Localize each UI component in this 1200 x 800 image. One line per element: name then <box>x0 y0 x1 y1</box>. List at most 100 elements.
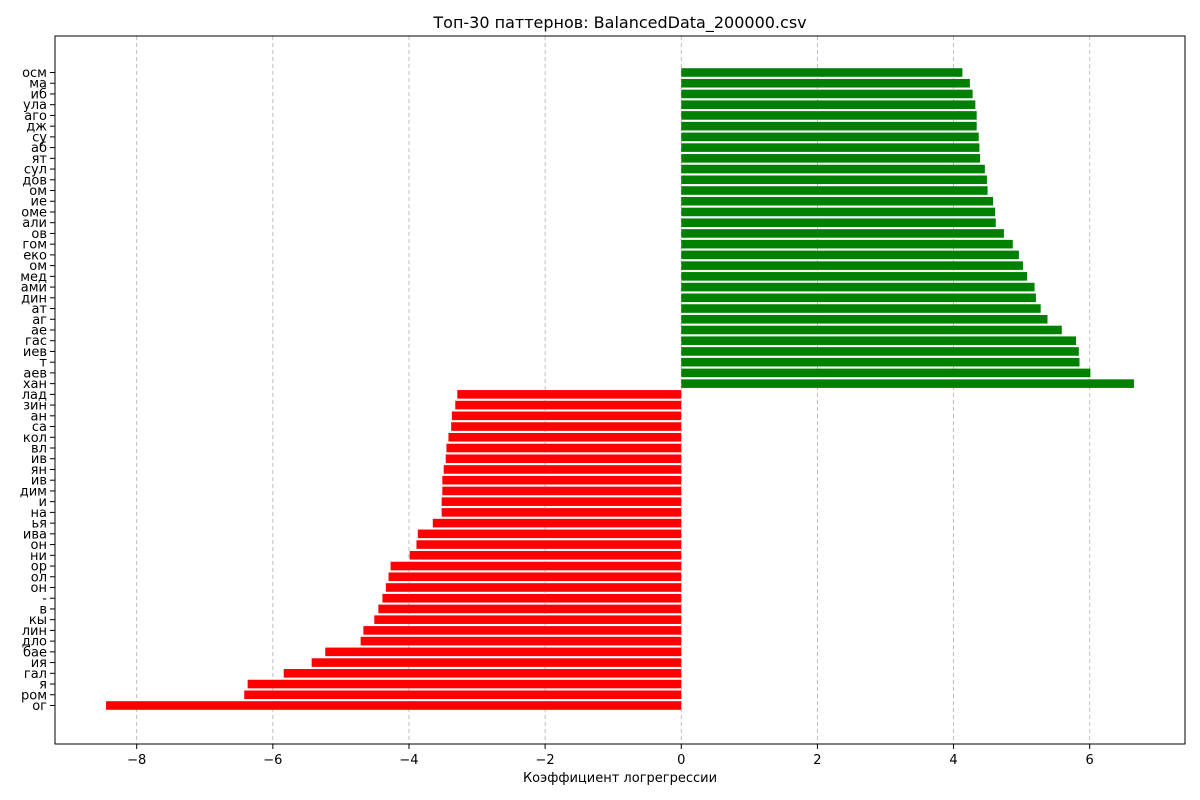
y-tick-label: он <box>31 538 47 553</box>
y-tick-label: аго <box>24 109 47 124</box>
y-tick-label: ни <box>30 549 47 564</box>
bar <box>681 68 963 77</box>
bar <box>681 89 973 99</box>
y-tick-label: ия <box>31 656 47 671</box>
y-tick-label: дин <box>21 291 47 306</box>
bar <box>681 207 996 217</box>
y-tick-label: кол <box>23 431 47 446</box>
y-tick-label: бае <box>23 645 47 660</box>
y-tick-label: ив <box>31 474 47 489</box>
y-tick-label: он <box>31 581 47 596</box>
y-tick-label: али <box>22 216 47 231</box>
y-tick-label: ие <box>31 195 47 210</box>
x-tick-labels: −8 −6 −4 −2 0 2 4 6 <box>127 744 1094 768</box>
y-tick-label: на <box>31 506 47 521</box>
y-tick-label: ол <box>31 570 47 585</box>
y-tick-label: гом <box>22 238 47 253</box>
bar <box>681 111 977 120</box>
y-tick-label: ья <box>32 517 47 532</box>
bar <box>681 293 1036 303</box>
bar <box>681 78 970 88</box>
y-tick-label: иб <box>31 87 47 102</box>
bar <box>681 175 987 185</box>
x-tick-label: 4 <box>949 753 957 768</box>
bar <box>681 272 1028 281</box>
y-tick-label: кы <box>29 613 47 628</box>
bar <box>416 540 682 549</box>
y-tick-label: лин <box>22 624 47 639</box>
y-tick-label: ов <box>31 227 47 242</box>
y-tick-label: вл <box>31 442 47 457</box>
bar <box>360 636 682 646</box>
y-tick-label: са <box>32 420 47 435</box>
bar <box>374 615 682 624</box>
bar <box>681 282 1035 292</box>
bar <box>681 196 994 206</box>
bar <box>442 486 682 496</box>
y-tick-label: аев <box>23 366 47 381</box>
y-tick-label: дов <box>22 173 47 188</box>
x-tick-label: −2 <box>536 753 555 768</box>
bar <box>325 647 682 657</box>
bar <box>681 314 1048 324</box>
y-tick-label: ром <box>21 688 47 703</box>
bar <box>681 229 1004 238</box>
y-tick-labels: огромягалиябаедлолинкыв-онолорниониваьян… <box>20 66 55 714</box>
y-tick-label: ат <box>31 302 47 317</box>
bar <box>681 325 1062 335</box>
bar <box>445 454 682 464</box>
y-tick-label: оме <box>21 205 47 220</box>
y-tick-label: - <box>42 592 47 607</box>
y-tick-label: гас <box>25 334 47 349</box>
bar <box>681 218 996 227</box>
y-tick-label: мед <box>20 270 47 285</box>
y-tick-label: ма <box>29 77 47 92</box>
bar <box>681 143 980 152</box>
y-tick-label: хан <box>23 377 47 392</box>
y-tick-label: дло <box>22 635 47 650</box>
bar <box>382 593 682 603</box>
bar <box>311 658 682 667</box>
y-tick-label: ами <box>21 281 47 296</box>
x-tick-label: −6 <box>263 753 282 768</box>
y-tick-label: ом <box>29 259 47 274</box>
bar <box>681 250 1019 260</box>
bar <box>681 261 1023 270</box>
y-tick-label: и <box>39 495 47 510</box>
y-tick-label: дим <box>20 484 47 499</box>
bar <box>390 561 682 571</box>
y-tick-label: зин <box>23 399 47 414</box>
bar <box>681 164 985 174</box>
y-tick-label: аг <box>32 313 47 328</box>
bar <box>441 508 682 517</box>
y-tick-label: т <box>39 356 47 371</box>
bar <box>244 690 682 700</box>
bar <box>441 497 682 506</box>
y-tick-label: ян <box>31 463 47 478</box>
y-tick-label: лад <box>22 388 47 403</box>
y-tick-label: ор <box>31 560 47 575</box>
bar <box>681 132 979 142</box>
x-tick-label: 6 <box>1086 753 1094 768</box>
bar <box>432 518 682 528</box>
x-tick-label: 2 <box>813 753 821 768</box>
bar <box>681 336 1077 346</box>
bar <box>443 465 682 474</box>
bar <box>681 357 1080 367</box>
y-tick-label: аб <box>31 141 47 156</box>
x-tick-label: 0 <box>677 753 685 768</box>
bars <box>106 68 1134 710</box>
x-tick-label: −4 <box>399 753 418 768</box>
x-tick-label: −8 <box>127 753 146 768</box>
bar <box>681 368 1091 378</box>
bar <box>247 679 682 689</box>
y-tick-label: дж <box>26 120 47 135</box>
grid-lines <box>136 36 1091 744</box>
y-tick-label: я <box>39 678 47 693</box>
bar <box>106 701 682 710</box>
bar <box>681 121 977 131</box>
y-tick-label: иев <box>23 345 47 360</box>
bar <box>451 411 682 421</box>
